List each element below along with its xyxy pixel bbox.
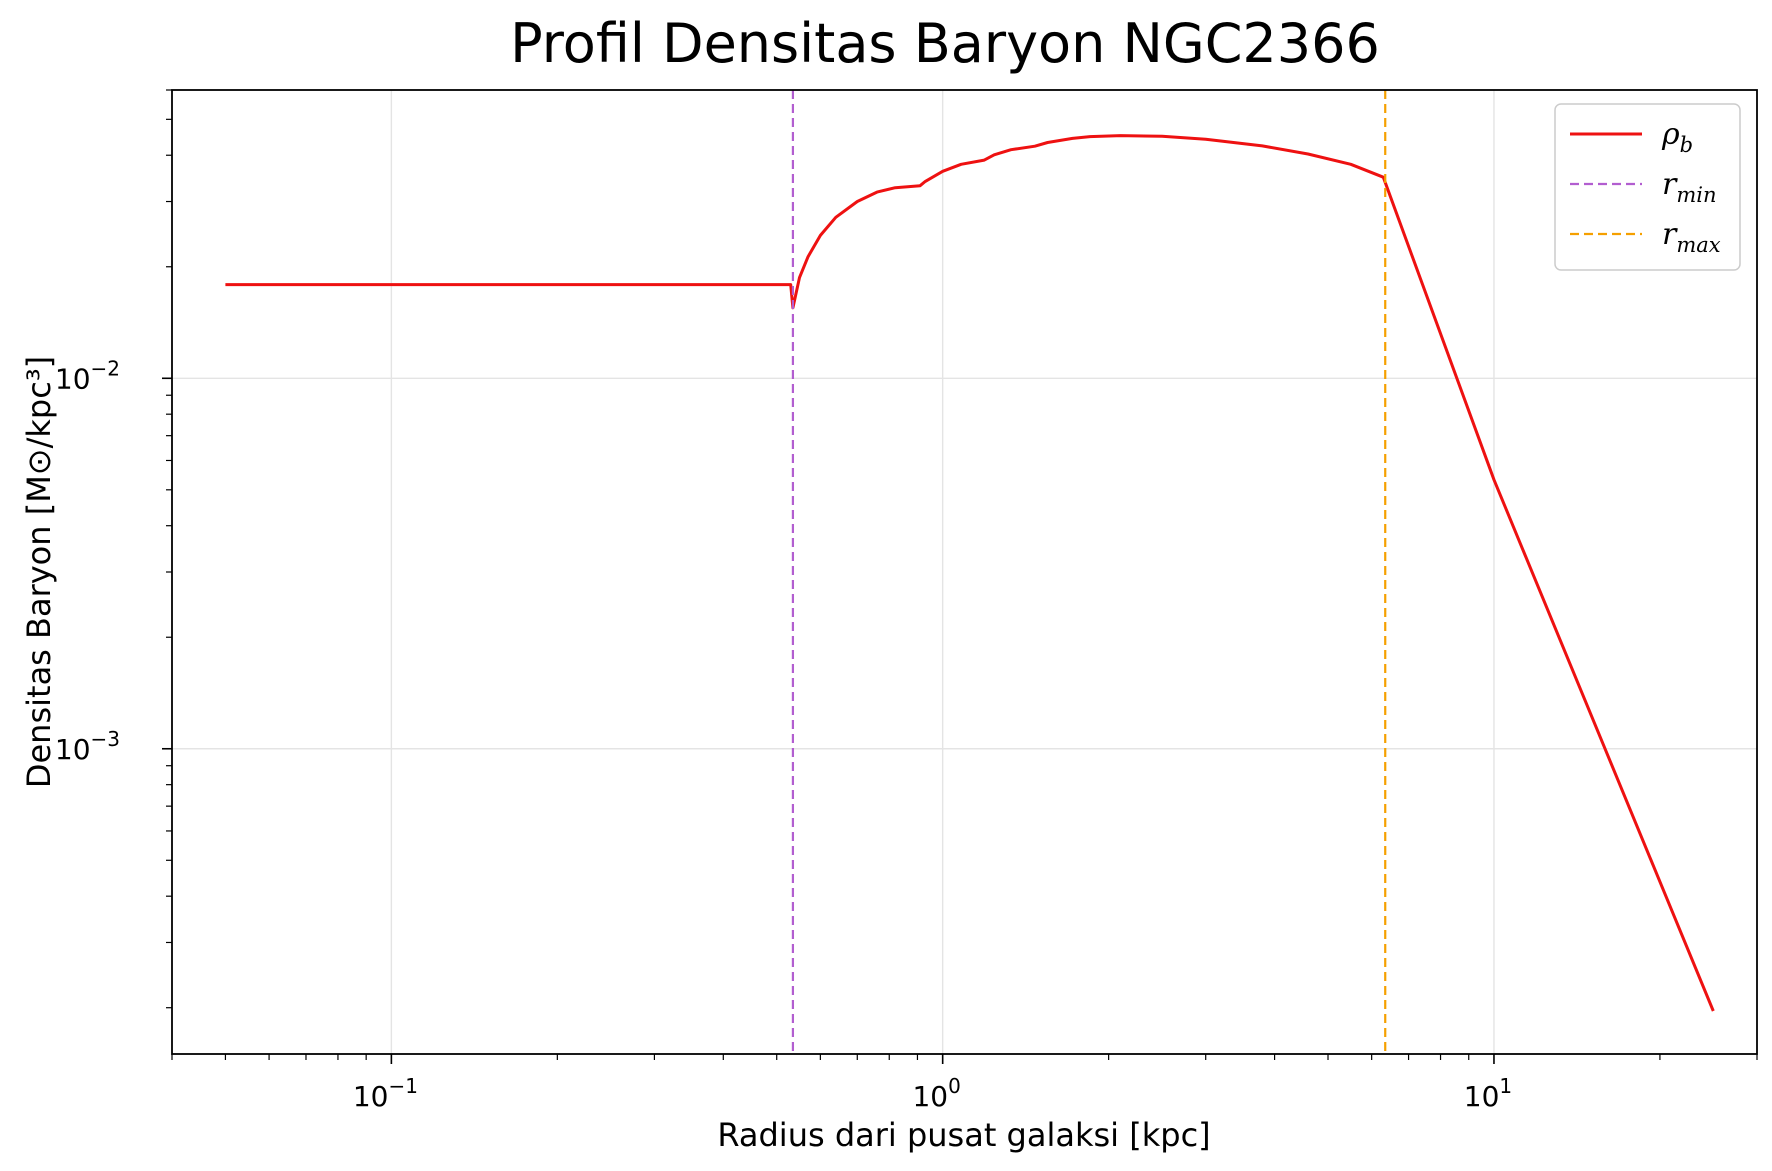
x-tick-label: 100 xyxy=(912,1074,960,1113)
legend-box xyxy=(1554,103,1741,271)
legend-label: rmax xyxy=(1662,217,1721,257)
y-tick-label: 10−2 xyxy=(55,356,120,395)
chart-title: Profil Densitas Baryon NGC2366 xyxy=(510,12,1380,75)
x-tick-label: 101 xyxy=(1464,1074,1512,1113)
legend-label: ρb xyxy=(1661,117,1693,157)
y-axis-label: Densitas Baryon [M⊙/kpc³] xyxy=(20,356,58,788)
series-line-rho-b xyxy=(225,134,1715,1012)
plot-area xyxy=(225,90,1715,1054)
legend-label: rmin xyxy=(1662,167,1717,207)
x-axis-label: Radius dari pusat galaksi [kpc] xyxy=(717,1116,1210,1154)
x-tick-label: 10−1 xyxy=(353,1074,418,1113)
plot-frame xyxy=(171,89,1758,1055)
y-tick-label: 10−3 xyxy=(55,727,120,766)
legend: ρb rmin rmax xyxy=(1554,103,1741,271)
axis-ticks: 10−1 100 101 10−3 10−2 xyxy=(55,89,1758,1113)
grid xyxy=(172,90,1757,1054)
